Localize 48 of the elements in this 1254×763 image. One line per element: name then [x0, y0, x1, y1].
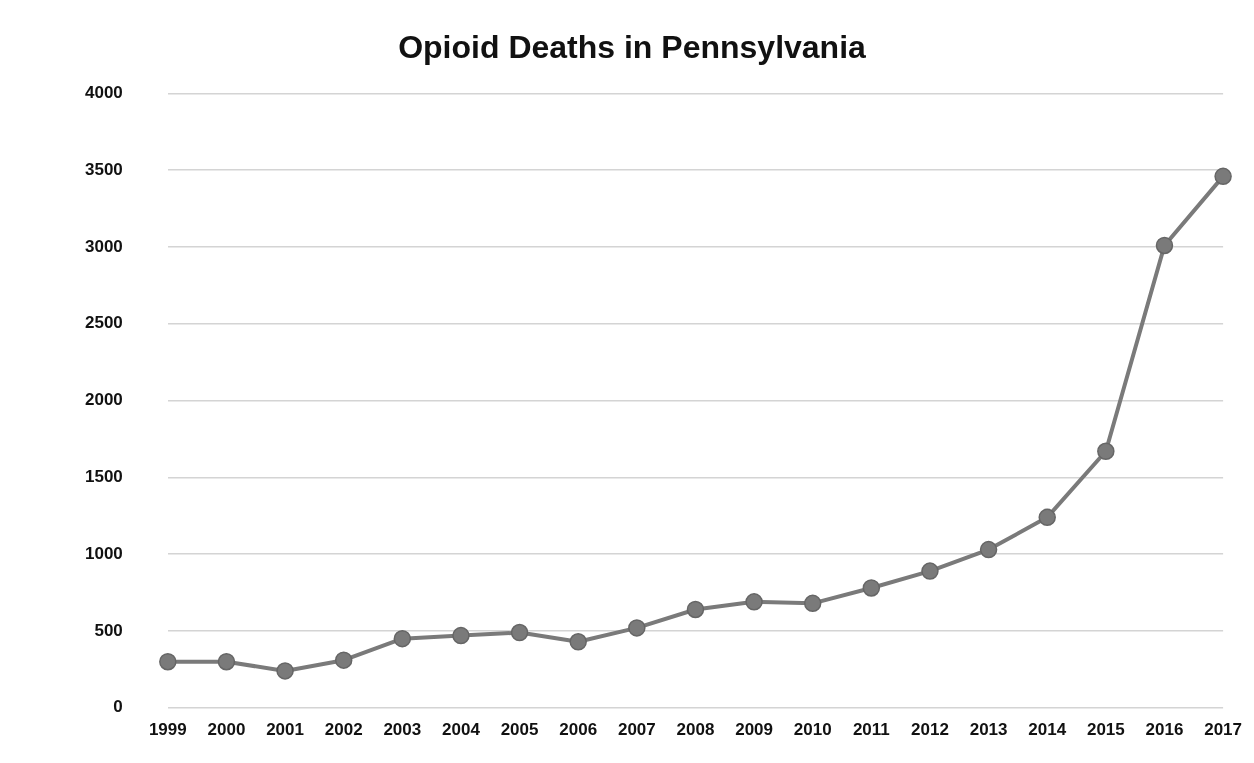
x-tick-label: 2008: [676, 719, 715, 739]
point: [276, 662, 294, 680]
y-tick-label: 3500: [84, 159, 123, 179]
x-tick-label: 2017: [1204, 719, 1242, 739]
y-tick-label: 4000: [84, 83, 123, 103]
y-tick-label: 3000: [84, 236, 123, 256]
x-tick-label: 2011: [852, 719, 890, 739]
point: [686, 600, 705, 619]
y-tick-label: 1500: [84, 467, 123, 487]
y-tick-label: 0: [113, 697, 123, 717]
x-tick-label: 2010: [793, 719, 832, 739]
x-tick-label: 2016: [1145, 719, 1184, 739]
x-tick-label: 1999: [148, 719, 187, 739]
point: [1155, 236, 1174, 255]
point: [1038, 508, 1056, 527]
point: [393, 629, 412, 648]
point: [628, 619, 646, 637]
point: [510, 623, 529, 642]
point: [745, 593, 763, 611]
x-tick-label: 2014: [1028, 719, 1067, 739]
point: [803, 594, 822, 613]
x-tick-label: 2006: [559, 719, 598, 739]
point: [334, 651, 353, 669]
x-tick-label: 2004: [442, 719, 481, 739]
x-tick-label: 2003: [383, 719, 422, 739]
x-tick-label: 2015: [1086, 719, 1125, 739]
point: [217, 652, 236, 671]
point: [921, 562, 939, 580]
x-tick-label: 2002: [324, 719, 363, 739]
point: [1214, 167, 1232, 186]
y-tick-label: 1000: [84, 543, 123, 563]
y-tick-label: 500: [94, 620, 123, 640]
x-tick-label: 2005: [500, 719, 539, 739]
point: [862, 579, 881, 597]
point: [159, 652, 177, 671]
y-tick-label: 2500: [84, 313, 123, 333]
x-tick-label: 2001: [266, 719, 304, 739]
point: [979, 540, 998, 559]
y-tick-label: 2000: [84, 390, 123, 410]
point: [1097, 442, 1115, 461]
x-tick-label: 2012: [911, 719, 949, 739]
x-tick-label: 2007: [617, 719, 656, 739]
x-tick-label: 2000: [207, 719, 246, 739]
point: [452, 626, 470, 645]
x-tick-label: 2013: [969, 719, 1008, 739]
x-tick-label: 2009: [735, 719, 773, 739]
chart-title: Opioid Deaths in Pennsylvania: [398, 29, 867, 66]
point: [569, 633, 587, 651]
